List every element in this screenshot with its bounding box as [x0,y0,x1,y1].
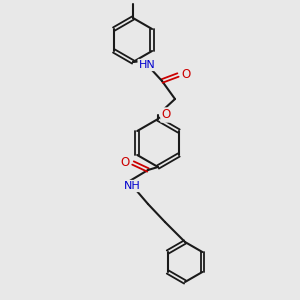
Text: O: O [161,109,171,122]
Text: NH: NH [124,181,140,191]
Text: HN: HN [139,60,155,70]
Text: O: O [182,68,190,82]
Text: O: O [120,157,130,169]
Text: CH₃: CH₃ [123,0,142,1]
